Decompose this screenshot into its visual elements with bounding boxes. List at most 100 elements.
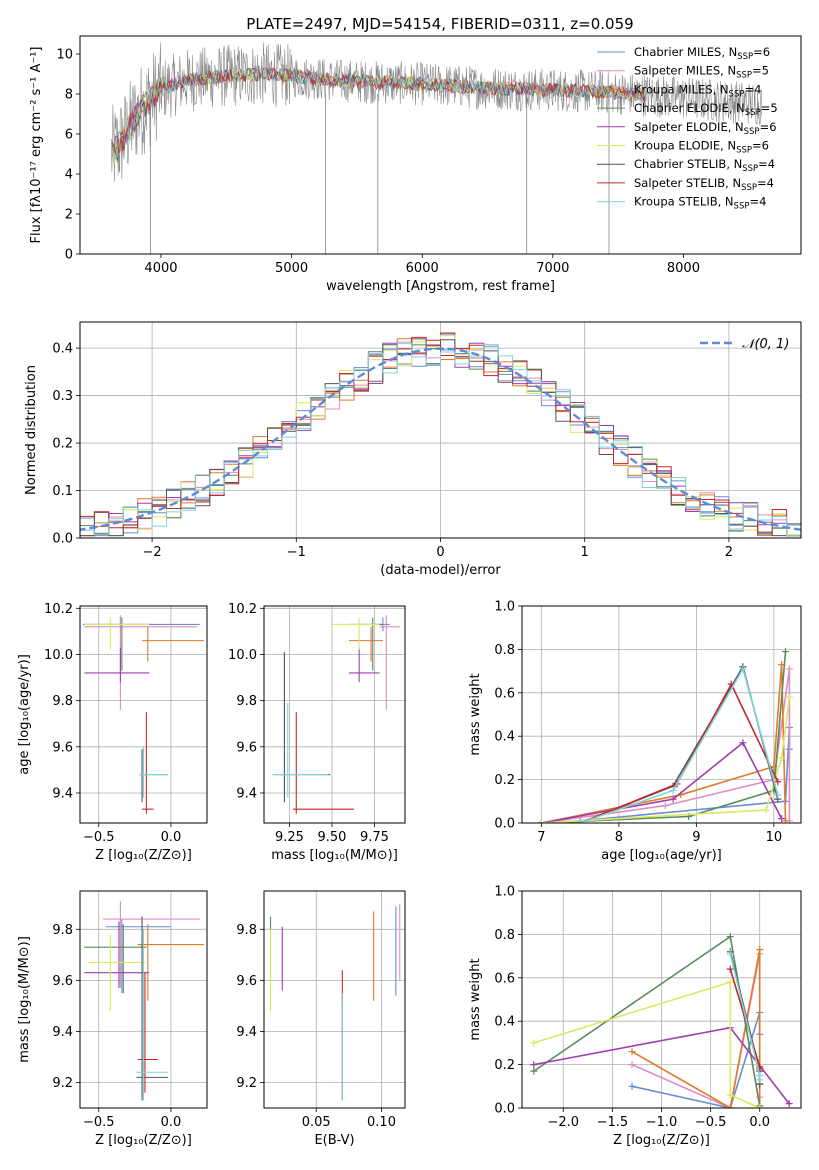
series-marker [530, 1039, 538, 1047]
x-tick-label: 8 [615, 830, 623, 845]
series-kroupa-stelib [726, 950, 764, 1084]
series-line [533, 981, 761, 1108]
mass-vs-ebv-panel: 0.05 0.10 9.2 9.4 9.6 9.8 E(B-V) [236, 890, 406, 1148]
point-salpeter-elodie [84, 647, 150, 683]
y-tick-label: 9.4 [52, 1025, 73, 1040]
x-tick-label: 0.0 [161, 1115, 182, 1130]
series-marker [661, 802, 669, 810]
series-marker [530, 1067, 538, 1075]
axes-frame [263, 605, 406, 824]
y-tick-label: 0.2 [494, 1058, 515, 1073]
x-axis-label: Z [log₁₀(Z/Z⊙)] [613, 1133, 710, 1148]
legend-entry-normal: 𝒩(0, 1) [742, 337, 789, 352]
point-chabrier-stelib [272, 652, 331, 803]
y-tick-label: 0.1 [52, 484, 73, 499]
legend-entry-salpeter-elodie: Salpeter ELODIE, NSSP=6 [634, 120, 777, 137]
series-marker [628, 1061, 636, 1069]
y-tick-label: 2 [65, 208, 73, 223]
point-kroupa-stelib [272, 702, 329, 798]
x-tick-label: 7000 [536, 261, 569, 276]
series-kroupa-stelib [576, 665, 782, 823]
series-marker [739, 739, 747, 747]
series-marker [778, 815, 786, 823]
y-tick-label: 0.0 [494, 817, 515, 832]
y-tick-label: 0.4 [494, 1015, 515, 1030]
y-tick-label: 0.0 [52, 532, 73, 547]
model-spectrum-kroupa-stelib [113, 67, 647, 162]
x-tick-label: 0.0 [749, 1115, 770, 1130]
x-tick-label: 7 [537, 830, 545, 845]
series-line [541, 651, 787, 823]
axes-frame [521, 605, 802, 824]
series-marker [774, 791, 782, 799]
series-marker [756, 1104, 764, 1108]
y-tick-label: 4 [65, 168, 73, 183]
point-kroupa-stelib [139, 746, 169, 798]
series-marker [628, 1082, 636, 1090]
weight-vs-Z-plot-area [522, 891, 801, 1108]
y-tick-label: 9.8 [52, 694, 73, 709]
series-marker [530, 1061, 538, 1069]
y-tick-label: 0 [65, 248, 73, 263]
point-salpeter-stelib [142, 712, 154, 814]
x-tick-label: −0.5 [83, 1115, 115, 1130]
spectrum-legend: Chabrier MILES, NSSP=6 Salpeter MILES, NS… [597, 45, 778, 212]
weight-vs-age-panel: 7 8 9 10 0.0 0.2 0.4 0.6 0.8 1.0 age [log₁₀(age/yr… [468, 600, 802, 863]
y-tick-label: 9.2 [236, 1076, 257, 1091]
axes-frame [79, 605, 208, 824]
x-tick-label: −1.5 [597, 1115, 629, 1130]
normal-distribution-curve [80, 347, 801, 531]
x-tick-label: 9 [692, 830, 700, 845]
y-tick-label: 9.6 [236, 740, 257, 755]
y-tick-label: 0.4 [52, 342, 73, 357]
point-chabrier-elodie [84, 924, 147, 994]
x-axis-label: mass [log₁₀(M/M⊙)] [271, 848, 398, 863]
mass-vs-Z-plot-area [80, 891, 207, 1108]
x-tick-label: −2.0 [547, 1115, 579, 1130]
y-tick-label: 0.3 [52, 389, 73, 404]
y-tick-label: 10.0 [44, 648, 73, 663]
series-chabrier-miles [628, 1009, 764, 1108]
point-kroupa-elodie [88, 934, 145, 1011]
y-tick-label: 9.6 [236, 974, 257, 989]
y-axis-label: Flux [fλ10⁻¹⁷ erg cm⁻² s⁻¹ A⁻¹] [29, 47, 44, 244]
x-axis-label: age [log₁₀(age/yr)] [601, 848, 722, 863]
x-tick-label: 0.05 [302, 1115, 331, 1130]
series-marker [726, 1091, 734, 1099]
series-line [541, 741, 783, 823]
y-tick-label: 10.2 [228, 602, 257, 617]
spectrum-plot-area [111, 42, 763, 254]
series-marker [774, 778, 782, 786]
figure-title: PLATE=2497, MJD=54154, FIBERID=0311, z=0… [246, 15, 633, 33]
weight-vs-Z-panel: −2.0 −1.5 −1.0 −0.5 0.0 0.0 0.2 0.4 0.6 0.8 1.0 Z [… [468, 885, 802, 1148]
series-marker [537, 819, 545, 823]
y-axis-label: mass weight [468, 673, 483, 755]
y-tick-label: 9.4 [236, 1025, 257, 1040]
axes-frame [263, 890, 406, 1109]
y-tick-label: 1.0 [494, 600, 515, 615]
series-marker [785, 665, 793, 673]
legend-entry-kroupa-miles: Kroupa MILES, NSSP=4 [634, 82, 761, 99]
y-axis-label: Normed distribution [24, 365, 39, 495]
legend-entry-chabrier-miles: Chabrier MILES, NSSP=6 [634, 45, 770, 62]
y-tick-label: 0.6 [494, 971, 515, 986]
x-tick-label: 9.25 [275, 830, 304, 845]
x-axis-label: wavelength [Angstrom, rest frame] [326, 279, 555, 294]
axes-frame [79, 890, 208, 1109]
y-tick-label: 0.2 [52, 437, 73, 452]
point-chabrier-elodie [348, 617, 383, 671]
x-tick-label: 0 [436, 545, 444, 560]
y-tick-label: 1.0 [494, 885, 515, 900]
legend-entry-salpeter-stelib: Salpeter STELIB, NSSP=4 [634, 176, 774, 193]
age-vs-Z-plot-area [80, 606, 207, 823]
series-line [579, 666, 779, 823]
y-tick-label: 8 [65, 88, 73, 103]
y-tick-label: 10.0 [228, 648, 257, 663]
series-marker [756, 946, 764, 954]
age-vs-mass-panel: 9.25 9.50 9.75 9.4 9.6 9.8 10.0 10.2 mass [log₁₀… [228, 602, 406, 863]
y-axis-label: mass [log₁₀(M/M⊙)] [17, 936, 32, 1063]
series-marker [782, 817, 789, 823]
point-kroupa-stelib [136, 929, 169, 1101]
